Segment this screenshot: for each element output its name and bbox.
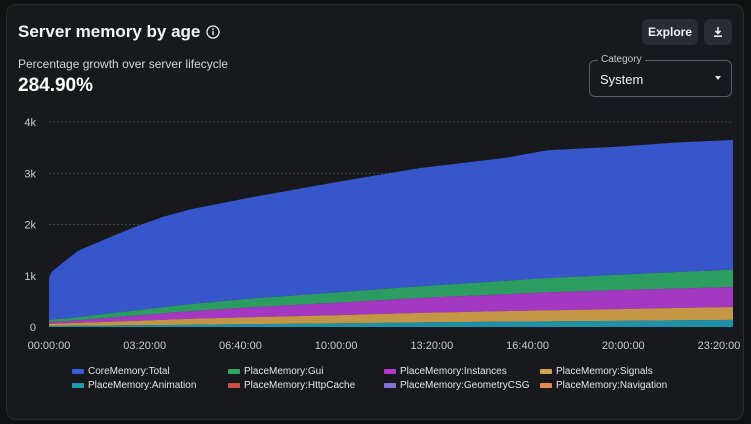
legend-label: PlaceMemory:Animation [88,380,197,391]
chart-header: Server memory by age [18,22,221,42]
area-placememory-gui[interactable] [49,269,733,323]
download-icon [714,27,722,37]
legend-swatch [72,369,84,374]
x-tick-label: 00:00:00 [28,340,71,352]
x-tick-label: 20:00:00 [602,340,645,352]
legend-label: PlaceMemory:Gui [244,366,324,377]
explore-button[interactable]: Explore [642,19,698,45]
legend-label: PlaceMemory:HttpCache [244,380,356,391]
legend-swatch [540,369,552,374]
area-series [49,139,733,327]
legend-swatch [384,383,396,388]
x-tick-label: 03:20:00 [123,340,166,352]
axis-ticks: 0 1k 2k 3k 4k 00:00:00 03:20:00 06:40:00 10:00:0… [24,117,740,352]
download-button[interactable] [704,19,732,45]
area-placememory-instances[interactable] [49,287,733,324]
x-tick-label: 23:20:00 [698,340,741,352]
legend-label: PlaceMemory:GeometryCSG [400,380,530,391]
legend-item-placememory-navigation[interactable]: PlaceMemory:Navigation [540,380,667,391]
area-placememory-animation[interactable] [49,319,733,327]
legend-item-placememory-geometrycsg[interactable]: PlaceMemory:GeometryCSG [384,380,529,391]
x-tick-label: 16:40:00 [506,340,549,352]
x-tick-label: 06:40:00 [219,340,262,352]
y-tick-label: 2k [24,220,36,232]
category-select-value: System [600,72,644,87]
legend-label: PlaceMemory:Instances [400,366,507,377]
legend-swatch [540,383,552,388]
x-tick-label: 10:00:00 [315,340,358,352]
chart-title: Server memory by age [18,22,201,41]
legend-item-corememory-total[interactable]: CoreMemory:Total [72,366,170,377]
legend-label: PlaceMemory:Signals [556,366,653,377]
legend-swatch [228,369,240,374]
legend-swatch [384,369,396,374]
info-icon[interactable] [206,25,221,39]
legend-item-placememory-httpcache[interactable]: PlaceMemory:HttpCache [228,380,355,391]
y-tick-label: 4k [24,117,36,129]
area-corememory-total[interactable] [49,139,733,321]
y-tick-label: 3k [24,168,36,180]
legend-item-placememory-animation[interactable]: PlaceMemory:Animation [72,380,196,391]
legend-label: CoreMemory:Total [88,366,170,377]
area-placememory-signals[interactable] [49,307,733,326]
legend-label: PlaceMemory:Navigation [556,380,668,391]
category-select-label: Category [598,54,645,65]
growth-value: 284.90% [18,75,94,96]
legend-item-placememory-instances[interactable]: PlaceMemory:Instances [384,366,507,377]
y-tick-label: 1k [24,271,36,283]
legend-swatch [72,383,84,388]
category-select[interactable]: Category System [589,54,732,97]
y-tick-label: 0 [30,322,36,334]
legend-swatch [228,383,240,388]
chart-subtitle: Percentage growth over server lifecycle [18,57,229,71]
legend-item-placememory-signals[interactable]: PlaceMemory:Signals [540,366,653,377]
legend-item-placememory-gui[interactable]: PlaceMemory:Gui [228,366,323,377]
x-tick-label: 13:20:00 [410,340,453,352]
chevron-down-icon [715,76,721,80]
